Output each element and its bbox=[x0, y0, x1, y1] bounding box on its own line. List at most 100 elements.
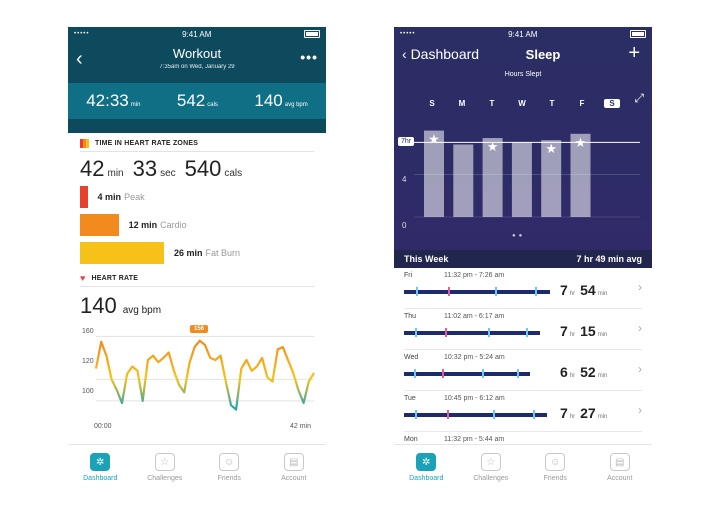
tab-friends[interactable]: ☺ Friends bbox=[525, 445, 585, 497]
duration-minutes: 27 bbox=[580, 405, 596, 421]
hours-unit: hr bbox=[569, 373, 576, 379]
restless-marker bbox=[494, 287, 497, 296]
y-tick-label: 100 bbox=[82, 388, 94, 395]
zones-section-header: TIME IN HEART RATE ZONES bbox=[68, 135, 326, 151]
sleep-row[interactable]: Fri 11:32 pm - 7:26 am 7 hr 54 min › bbox=[404, 268, 642, 309]
duration-hours: 7 bbox=[560, 282, 568, 298]
restless-marker bbox=[415, 410, 418, 419]
expand-icon[interactable]: ⤢ bbox=[634, 91, 644, 105]
workout-header: ••••• 9:41 AM ‹ Workout 7:35am on Wed, J… bbox=[68, 27, 326, 133]
goal-met-star-icon: ★ bbox=[575, 135, 587, 150]
day-label[interactable]: M bbox=[458, 99, 466, 108]
sleep-screen: ••••• 9:41 AM ‹ Dashboard Sleep + Hours … bbox=[394, 27, 652, 497]
sleep-duration: 7 hr 27 min bbox=[560, 405, 610, 421]
challenges-icon: ☆ bbox=[480, 453, 501, 471]
duration-minutes: 54 bbox=[580, 282, 596, 298]
tab-challenges[interactable]: ☆ Challenges bbox=[461, 445, 521, 497]
duration-hours: 7 bbox=[560, 405, 568, 421]
tab-bar: ✲ Dashboard ☆ Challenges ☺ Friends ▤ Acc… bbox=[68, 444, 326, 497]
zone-row-fat-burn: 26 min Fat Burn bbox=[80, 242, 314, 264]
sleep-bar[interactable] bbox=[482, 138, 503, 217]
account-icon: ▤ bbox=[283, 453, 304, 471]
zone-value: 4 min bbox=[97, 192, 122, 202]
goal-met-star-icon: ★ bbox=[545, 141, 557, 156]
chevron-right-icon: › bbox=[638, 321, 642, 335]
chevron-right-icon: › bbox=[638, 403, 642, 417]
back-to-dashboard-link[interactable]: ‹ Dashboard bbox=[402, 46, 480, 62]
duration-minutes: 15 bbox=[580, 323, 596, 339]
restless-marker bbox=[447, 287, 450, 296]
restless-marker bbox=[492, 410, 495, 419]
more-options-icon[interactable]: ••• bbox=[300, 49, 318, 65]
sleep-day: Wed bbox=[404, 354, 419, 361]
day-label[interactable]: F bbox=[579, 99, 585, 108]
zones-section-title: TIME IN HEART RATE ZONES bbox=[95, 139, 199, 147]
sleep-row[interactable]: Wed 10:32 pm - 5:24 am 6 hr 52 min › bbox=[404, 350, 642, 391]
sleep-timeline-bar bbox=[404, 413, 548, 417]
day-label[interactable]: S bbox=[429, 99, 435, 108]
zone-bar-fat-burn bbox=[80, 242, 164, 264]
y-tick-label: 0 bbox=[402, 221, 407, 230]
sleep-duration: 6 hr 52 min bbox=[560, 364, 610, 380]
sleep-day: Tue bbox=[404, 395, 416, 402]
restless-marker bbox=[444, 328, 447, 337]
sleep-bar[interactable] bbox=[453, 144, 474, 217]
sleep-row[interactable]: Tue 10:45 pm - 6:12 am 7 hr 27 min › bbox=[404, 391, 642, 432]
zone-value: 12 min bbox=[128, 220, 158, 230]
sleep-time-range: 11:32 pm - 5:44 am bbox=[444, 436, 505, 443]
sleep-row[interactable]: Thu 11:02 am - 6:17 am 7 hr 15 min › bbox=[404, 309, 642, 350]
back-chevron-icon[interactable]: ‹ bbox=[76, 48, 83, 70]
x-tick-label: 42 min bbox=[290, 423, 312, 430]
duration-stat: 42:33 min bbox=[86, 91, 140, 111]
sleep-timeline-bar bbox=[404, 290, 550, 294]
y-tick-label: 4 bbox=[402, 175, 407, 184]
tab-label: Friends bbox=[217, 475, 241, 482]
tab-bar: ✲ Dashboard ☆ Challenges ☺ Friends ▤ Acc… bbox=[394, 444, 652, 497]
tab-account[interactable]: ▤ Account bbox=[264, 445, 324, 497]
sleep-row[interactable]: Mon 11:32 pm - 5:44 am bbox=[404, 432, 642, 446]
minutes-unit: min bbox=[597, 332, 608, 338]
day-label-selected[interactable]: S bbox=[604, 99, 620, 108]
signal-dots: ••••• bbox=[400, 31, 416, 37]
zone-label: Fat Burn bbox=[205, 248, 241, 258]
day-label[interactable]: T bbox=[489, 99, 495, 108]
divider bbox=[80, 151, 314, 152]
sleep-bar[interactable] bbox=[570, 133, 591, 217]
sleep-duration: 7 hr 15 min bbox=[560, 323, 610, 339]
hours-unit: hr bbox=[569, 414, 576, 420]
sleep-chart-svg: ★ ★ ★ ★ bbox=[414, 130, 640, 218]
calories-unit: cals bbox=[207, 102, 218, 108]
day-label[interactable]: W bbox=[518, 99, 526, 108]
heart-rate-series-line bbox=[94, 339, 315, 411]
avg-bpm-value: 140 bbox=[80, 293, 117, 318]
day-label[interactable]: T bbox=[549, 99, 555, 108]
tab-label: Dashboard bbox=[409, 475, 444, 482]
sleep-timeline-bar bbox=[404, 372, 530, 376]
workout-screen: ••••• 9:41 AM ‹ Workout 7:35am on Wed, J… bbox=[68, 27, 326, 497]
sleep-time-range: 11:32 pm - 7:26 am bbox=[444, 272, 505, 279]
tab-label: Account bbox=[281, 475, 307, 482]
tab-dashboard[interactable]: ✲ Dashboard bbox=[396, 445, 456, 497]
sleep-bar[interactable] bbox=[511, 142, 532, 217]
tab-label: Dashboard bbox=[83, 475, 118, 482]
restless-marker bbox=[535, 287, 538, 296]
tab-challenges[interactable]: ☆ Challenges bbox=[135, 445, 195, 497]
hours-unit: hr bbox=[569, 332, 576, 338]
status-bar: ••••• 9:41 AM bbox=[68, 27, 326, 41]
sleep-duration: 7 hr 54 min bbox=[560, 282, 610, 298]
page-indicator[interactable]: ●● bbox=[512, 233, 526, 239]
sleep-bar[interactable] bbox=[424, 130, 444, 217]
tab-label: Challenges bbox=[473, 475, 509, 482]
minutes-unit: min bbox=[597, 373, 608, 379]
tab-account[interactable]: ▤ Account bbox=[590, 445, 650, 497]
sleep-bar[interactable] bbox=[541, 140, 562, 217]
zone-label: Peak bbox=[124, 192, 145, 202]
add-icon[interactable]: + bbox=[628, 42, 640, 64]
sleep-time-range: 11:02 am - 6:17 am bbox=[444, 313, 505, 320]
sleep-goal-badge: 7hr bbox=[398, 137, 415, 146]
total-calories: 540 bbox=[184, 156, 222, 181]
duration-unit: min bbox=[130, 102, 141, 108]
tab-friends[interactable]: ☺ Friends bbox=[199, 445, 259, 497]
restless-marker bbox=[481, 369, 484, 378]
tab-dashboard[interactable]: ✲ Dashboard bbox=[70, 445, 130, 497]
